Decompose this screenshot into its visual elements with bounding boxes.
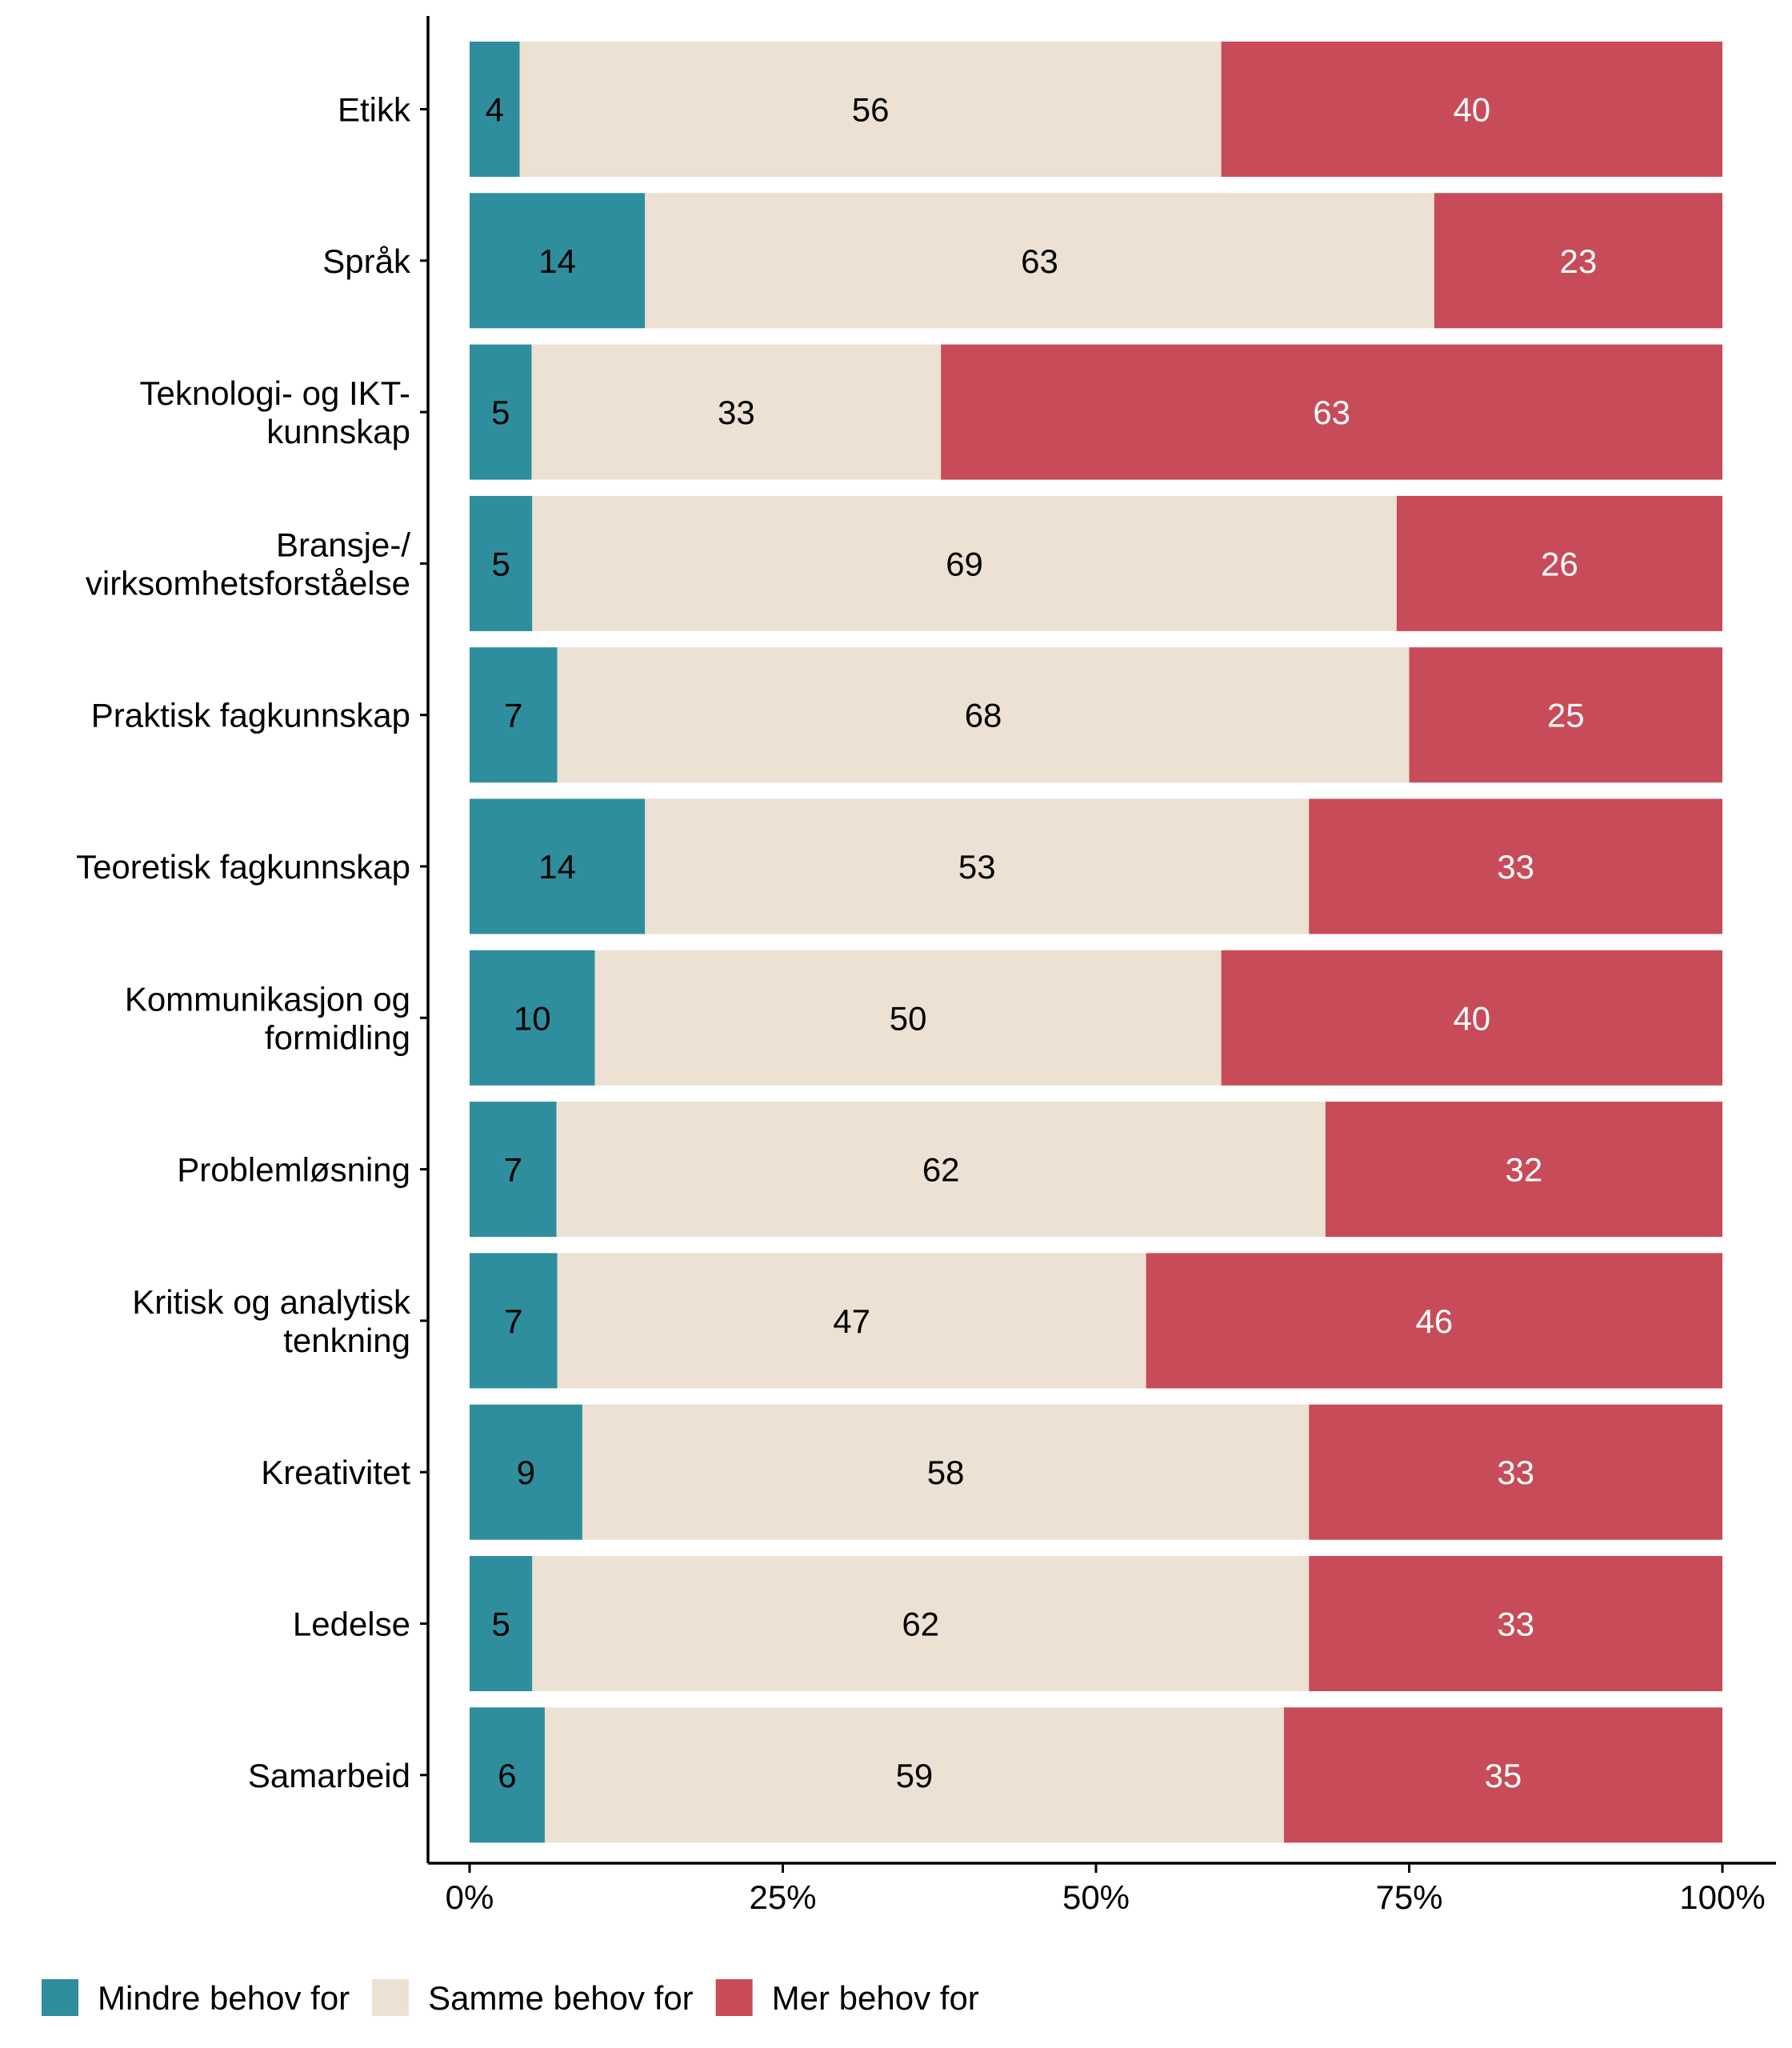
data-label: 7	[504, 1151, 522, 1189]
y-tick-label: Problemløsning	[177, 1151, 410, 1189]
bar-segment	[531, 344, 942, 480]
bar-segment	[941, 344, 1722, 480]
y-tick-label: Samarbeid	[248, 1757, 410, 1794]
bar-segment	[556, 1102, 1326, 1238]
data-label: 9	[517, 1454, 535, 1491]
legend-swatch	[42, 1979, 78, 2016]
bar-segment	[582, 1404, 1310, 1540]
bar-segment	[470, 647, 558, 783]
y-tick-label: Teoretisk fagkunnskap	[76, 848, 410, 886]
bar-segment	[1396, 495, 1722, 631]
data-label: 33	[1497, 1606, 1534, 1643]
bar-segment	[1221, 42, 1722, 177]
y-tick-label: Bransje-/virksomhetsforståelse	[86, 526, 410, 602]
data-label: 5	[491, 1606, 510, 1643]
bar-segment	[557, 647, 1410, 783]
data-label: 26	[1541, 545, 1578, 582]
data-label: 53	[958, 848, 996, 886]
bar-segment	[645, 798, 1310, 934]
data-label: 7	[504, 697, 522, 734]
data-label: 50	[890, 999, 927, 1037]
data-label: 4	[486, 91, 504, 129]
bar-segment	[1409, 647, 1722, 783]
data-label: 23	[1560, 242, 1598, 280]
bar-segment	[1434, 193, 1722, 329]
bar-segment	[470, 798, 646, 934]
data-label: 33	[1497, 1454, 1534, 1491]
y-tick-label: Kommunikasjon og formidling	[125, 980, 410, 1056]
bar-segment	[1325, 1102, 1722, 1238]
data-label: 14	[538, 242, 576, 280]
bar-segment	[1309, 1404, 1722, 1540]
data-label: 10	[514, 999, 551, 1037]
data-label: 5	[491, 545, 510, 582]
legend-label: Samme behov for	[428, 1979, 694, 2017]
y-tick-label: Kreativitet	[261, 1454, 410, 1491]
data-label: 25	[1547, 697, 1585, 734]
bar-segment	[470, 1253, 558, 1389]
data-label: 63	[1313, 394, 1350, 431]
bar-segment	[470, 1404, 582, 1540]
data-label: 56	[852, 91, 890, 129]
legend-swatch	[372, 1979, 410, 2016]
bar-segment	[519, 42, 1222, 177]
bar-segment	[1146, 1253, 1722, 1389]
data-label: 6	[498, 1757, 516, 1794]
y-tick-label: Praktisk fagkunnskap	[91, 697, 410, 734]
data-label: 14	[538, 848, 576, 886]
data-label: 33	[718, 394, 755, 431]
x-tick-label: 25%	[749, 1878, 816, 1916]
legend-label: Mindre behov for	[98, 1979, 350, 2017]
y-tick-label: Ledelse	[293, 1606, 410, 1643]
data-label: 59	[896, 1757, 934, 1794]
data-label: 5	[491, 394, 510, 431]
x-tick-label: 50%	[1062, 1878, 1130, 1916]
bar-segment	[544, 1707, 1284, 1843]
data-label: 63	[1021, 242, 1058, 280]
data-label: 7	[504, 1302, 522, 1340]
data-label: 33	[1497, 848, 1534, 886]
bar-segment	[1283, 1707, 1722, 1843]
bar-segment	[470, 1556, 533, 1691]
y-tick-label: Språk	[322, 242, 411, 280]
x-tick-label: 0%	[446, 1878, 494, 1916]
bar-segment	[1309, 798, 1722, 934]
bar-segment	[470, 495, 533, 631]
bar-segment	[470, 950, 595, 1086]
bar-segment	[1221, 950, 1722, 1086]
y-tick-label: Kritisk og analytisk tenkning	[132, 1283, 411, 1359]
data-label: 46	[1415, 1302, 1453, 1340]
bar-segment	[532, 495, 1397, 631]
bar-segment	[645, 193, 1434, 329]
x-tick-label: 100%	[1679, 1878, 1765, 1916]
legend-label: Mer behov for	[772, 1979, 979, 2017]
data-label: 47	[833, 1302, 870, 1340]
data-label: 58	[927, 1454, 965, 1491]
bar-segment	[470, 42, 520, 177]
data-label: 40	[1453, 999, 1490, 1037]
data-label: 62	[922, 1151, 960, 1189]
data-label: 40	[1453, 91, 1490, 129]
bar-segment	[470, 344, 532, 480]
bar-segment	[470, 193, 646, 329]
y-tick-label: Etikk	[338, 91, 411, 129]
y-tick-label: Teknologi- og IKT-kunnskap	[139, 374, 410, 450]
data-label: 35	[1485, 1757, 1522, 1794]
bar-segment	[470, 1707, 545, 1843]
data-label: 69	[946, 545, 983, 582]
bar-segment	[1309, 1556, 1722, 1691]
data-label: 32	[1506, 1151, 1543, 1189]
data-label: 62	[902, 1606, 939, 1643]
legend-swatch	[715, 1979, 753, 2016]
bar-segment	[532, 1556, 1310, 1691]
bar-segment	[594, 950, 1222, 1086]
x-tick-label: 75%	[1375, 1878, 1442, 1916]
bar-segment	[470, 1102, 557, 1238]
data-label: 68	[965, 697, 1002, 734]
bar-segment	[557, 1253, 1146, 1389]
